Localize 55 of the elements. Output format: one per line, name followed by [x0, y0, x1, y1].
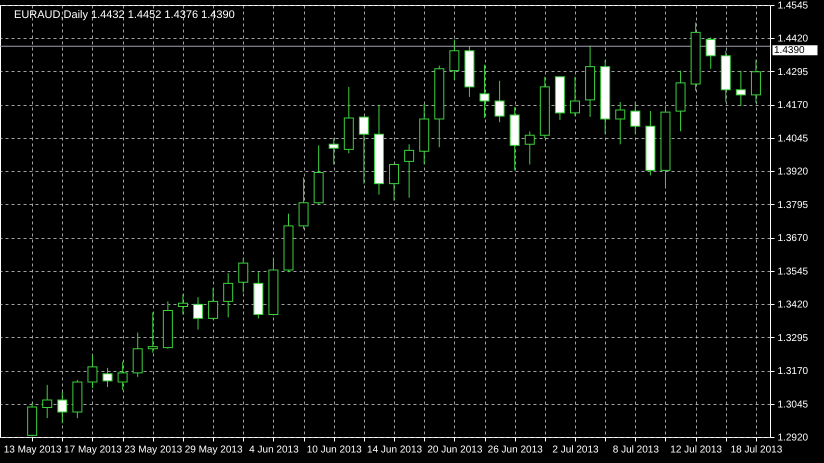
y-tick-label: 1.4545 — [778, 0, 809, 12]
candlestick — [118, 361, 128, 390]
y-tick-label: 1.3670 — [778, 233, 809, 244]
x-tick-label: 26 Jun 2013 — [488, 444, 544, 456]
candlestick — [736, 70, 746, 107]
y-tick-label: 1.3795 — [778, 200, 809, 211]
x-tick-label: 23 May 2013 — [124, 444, 183, 456]
chart-title: EURAUD,Daily 1.4432 1.4452 1.4376 1.4390 — [14, 9, 235, 21]
candlestick — [630, 102, 640, 135]
x-tick-label: 8 Jul 2013 — [612, 444, 660, 456]
candlestick — [389, 163, 400, 202]
candlestick — [494, 80, 505, 123]
candlestick — [480, 64, 490, 118]
x-tick-label: 4 Jun 2013 — [249, 444, 300, 456]
x-tick-label: 18 Jul 2013 — [730, 444, 783, 456]
y-tick-label: 1.2920 — [778, 432, 809, 444]
candlestick — [449, 39, 460, 80]
x-tick-label: 10 Jun 2013 — [306, 444, 362, 456]
y-tick-label: 1.3170 — [778, 366, 809, 378]
x-tick-label: 12 Jul 2013 — [670, 444, 722, 456]
candlestick — [615, 102, 626, 145]
y-tick-label: 1.4045 — [778, 133, 809, 144]
candlestick — [358, 116, 369, 184]
candlestick — [193, 296, 204, 330]
y-tick-label: 1.4170 — [778, 100, 809, 112]
candlestick — [57, 392, 68, 424]
y-tick-label: 1.3420 — [778, 300, 809, 311]
candlestick — [404, 144, 414, 198]
candlestick — [524, 130, 535, 166]
y-tick-label: 1.3295 — [778, 332, 809, 344]
x-tick-label: 2 Jul 2013 — [552, 444, 600, 456]
candlestick — [570, 76, 580, 117]
candlestick — [706, 36, 716, 70]
candlestick — [328, 138, 339, 166]
candlestick — [238, 258, 248, 293]
x-tick-label: 20 Jun 2013 — [427, 444, 483, 456]
y-tick-label: 1.3045 — [778, 399, 809, 410]
y-tick-label: 1.3920 — [778, 166, 809, 178]
x-tick-label: 14 Jun 2013 — [367, 444, 423, 456]
candlestick — [87, 354, 98, 389]
ref-line-label: 1.4390 — [774, 45, 806, 56]
x-tick-label: 13 May 2013 — [4, 444, 62, 456]
candlestick — [298, 177, 309, 230]
candlestick — [148, 312, 158, 354]
y-tick-label: 1.4295 — [778, 66, 809, 78]
candlestick — [208, 288, 218, 320]
y-tick-label: 1.4420 — [778, 34, 809, 45]
candlestick — [223, 272, 234, 318]
x-tick-label: 17 May 2013 — [64, 444, 122, 456]
y-tick-label: 1.3545 — [778, 266, 809, 278]
candlestick — [42, 384, 52, 419]
candlestick — [178, 294, 188, 315]
candlestick — [102, 367, 113, 388]
candlestick — [750, 59, 761, 104]
x-tick-label: 29 May 2013 — [184, 444, 243, 456]
